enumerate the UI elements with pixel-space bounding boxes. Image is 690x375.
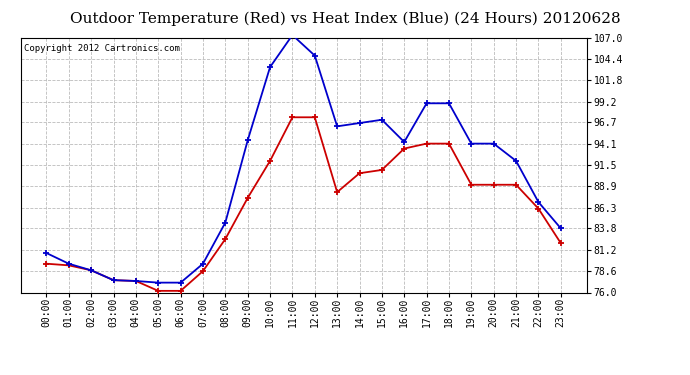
Text: Outdoor Temperature (Red) vs Heat Index (Blue) (24 Hours) 20120628: Outdoor Temperature (Red) vs Heat Index … xyxy=(70,11,620,26)
Text: Copyright 2012 Cartronics.com: Copyright 2012 Cartronics.com xyxy=(23,44,179,53)
